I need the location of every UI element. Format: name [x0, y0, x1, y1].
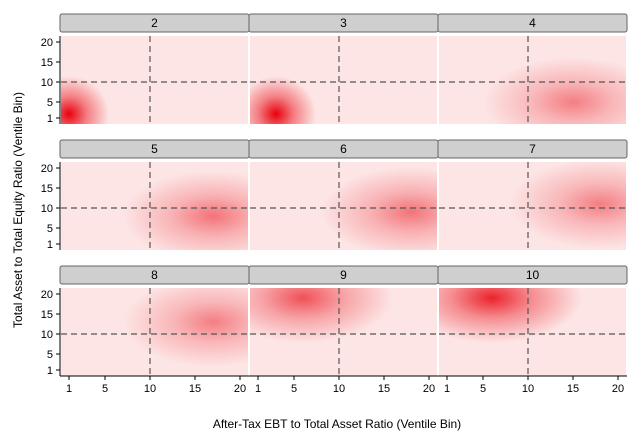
density-peak [250, 76, 316, 124]
density-peak [510, 162, 626, 249]
density-peak [250, 288, 393, 343]
y-tick-label: 20 [41, 37, 53, 49]
x-tick-label: 10 [144, 383, 156, 395]
panel-9: 91 5 10 15 20 [248, 265, 439, 395]
panel-strip-label: 3 [340, 16, 347, 30]
density-peak [439, 288, 582, 343]
x-axis-title: After-Tax EBT to Total Asset Ratio (Vent… [213, 417, 461, 431]
x-tick-label: 1 [66, 383, 72, 395]
panel-strip-label: 6 [340, 142, 347, 156]
density-peak [123, 288, 248, 367]
x-tick-label: 20 [423, 383, 435, 395]
panel-strip-label: 2 [151, 16, 158, 30]
panel-6: 6 [248, 139, 439, 250]
x-tick-label: 5 [102, 383, 108, 395]
y-tick-label: 15 [41, 57, 53, 69]
density-peak [321, 167, 437, 250]
y-tick-label: 1 [47, 239, 53, 251]
x-tick-label: 5 [291, 383, 297, 395]
y-tick-label: 20 [41, 289, 53, 301]
x-tick-label: 20 [234, 383, 246, 395]
y-tick-label: 1 [47, 365, 53, 377]
x-tick-label: 5 [480, 383, 486, 395]
panel-7: 7 [437, 139, 628, 250]
x-tick-label: 15 [567, 383, 579, 395]
y-tick-label: 20 [41, 163, 53, 175]
x-tick-label: 10 [333, 383, 345, 395]
density-peak [483, 57, 626, 124]
panel-strip-label: 4 [529, 16, 536, 30]
y-tick-label: 15 [41, 183, 53, 195]
y-tick-label: 5 [47, 223, 53, 235]
x-tick-label: 1 [444, 383, 450, 395]
x-tick-label: 1 [255, 383, 261, 395]
y-tick-label: 10 [41, 329, 53, 341]
y-tick-label: 15 [41, 309, 53, 321]
y-tick-label: 5 [47, 349, 53, 361]
panel-strip-label: 8 [151, 268, 158, 282]
density-peak [123, 171, 248, 250]
panel-3: 3 [248, 13, 439, 124]
y-tick-label: 1 [47, 113, 53, 125]
density-peak [61, 76, 109, 124]
y-tick-label: 10 [41, 77, 53, 89]
y-axis-title: Total Asset to Total Equity Ratio (Venti… [11, 92, 25, 328]
panel-4: 4 [437, 13, 628, 124]
panel-strip-label: 10 [526, 268, 540, 282]
panel-strip-label: 9 [340, 268, 347, 282]
x-tick-label: 20 [612, 383, 624, 395]
panel-strip [437, 265, 628, 285]
panel-strip [437, 139, 628, 159]
panel-10: 101 5 10 15 20 [437, 265, 628, 395]
y-tick-label: 5 [47, 97, 53, 109]
panel-strip-label: 7 [529, 142, 536, 156]
panel-strip-label: 5 [151, 142, 158, 156]
x-tick-label: 15 [378, 383, 390, 395]
x-tick-label: 15 [189, 383, 201, 395]
panel-strip [437, 13, 628, 33]
y-tick-label: 10 [41, 203, 53, 215]
x-tick-label: 10 [522, 383, 534, 395]
